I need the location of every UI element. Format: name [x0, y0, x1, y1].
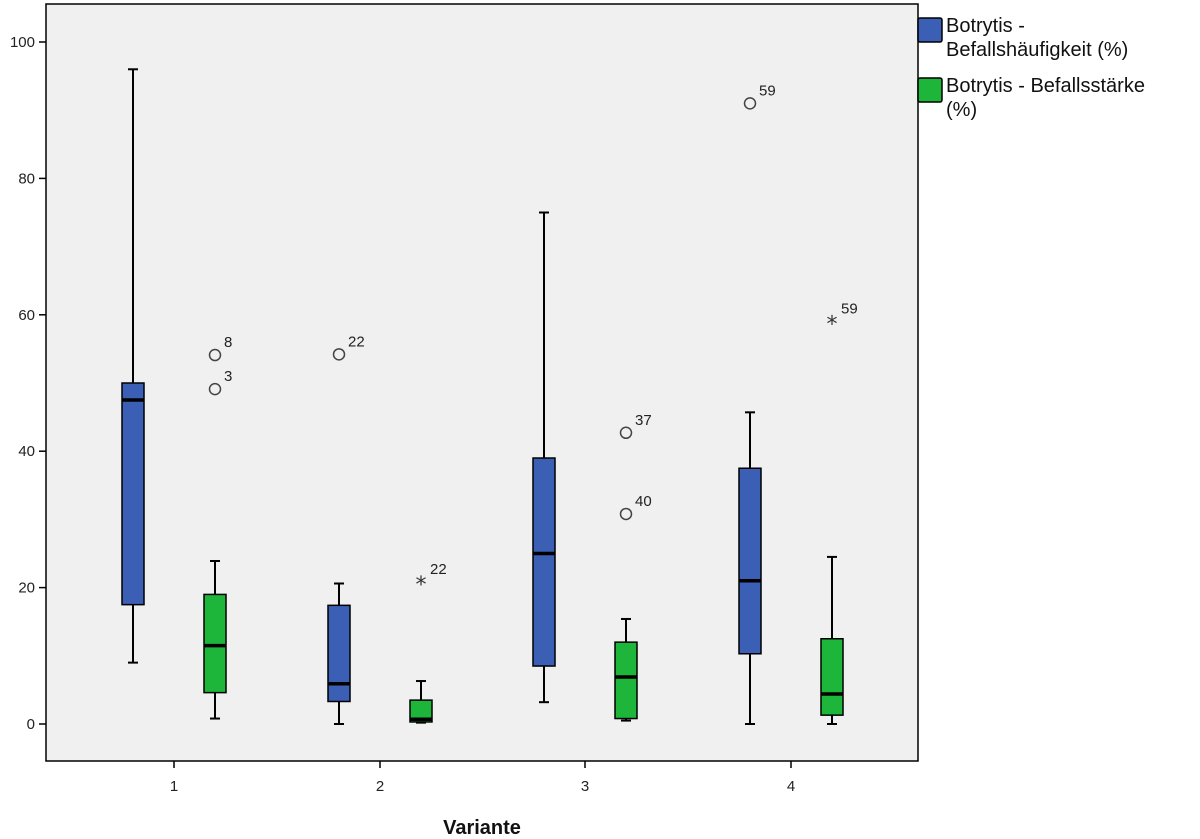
legend-swatch [917, 77, 943, 103]
outlier-circle [619, 426, 633, 440]
outlier-label: 40 [635, 493, 652, 510]
outlier-label: 22 [430, 561, 447, 578]
box-iqr [820, 638, 844, 716]
box-iqr [409, 699, 433, 723]
legend-label: Befallshäufigkeit (%) [946, 39, 1128, 61]
box-befallshaeufigkeit-2 [327, 582, 351, 725]
outlier-label: 59 [841, 301, 858, 318]
outlier-label: 3 [224, 368, 232, 385]
outlier-star: * [416, 573, 427, 598]
y-tick-label: 0 [27, 716, 35, 733]
outlier-label: 8 [224, 334, 232, 351]
outlier-label: 37 [635, 412, 652, 429]
outlier-label: 22 [348, 333, 365, 350]
box-iqr [121, 382, 145, 606]
x-tick-label: 1 [170, 778, 178, 795]
x-tick-label: 4 [787, 778, 795, 795]
x-axis-title: Variante [443, 817, 521, 839]
legend-label: Botrytis - [946, 15, 1025, 37]
outlier-circle [208, 382, 222, 396]
box-befallsstaerke-2 [409, 680, 433, 724]
legend-label: Botrytis - Befallsstärke [946, 75, 1145, 97]
box-befallshaeufigkeit-4 [738, 411, 762, 725]
outlier-circle [332, 348, 346, 361]
outlier-star: * [827, 313, 838, 338]
y-tick-label: 40 [18, 443, 35, 460]
y-tick-label: 80 [18, 170, 35, 187]
box-group [121, 68, 844, 725]
plot-area [45, 3, 919, 762]
x-tick-label: 3 [581, 778, 589, 795]
x-tick-label: 2 [376, 778, 384, 795]
box-iqr [532, 457, 556, 667]
y-tick-label: 60 [18, 307, 35, 324]
box-befallshaeufigkeit-3 [532, 211, 556, 704]
outlier-label: 59 [759, 82, 776, 99]
outlier-circle [743, 97, 757, 110]
y-axis: 0 20 40 60 80 100 [10, 34, 46, 733]
box-befallsstaerke-4 [820, 555, 844, 725]
box-iqr [327, 604, 351, 703]
y-tick-label: 20 [18, 580, 35, 597]
outlier-circle [208, 348, 222, 362]
legend-label: (%) [946, 99, 977, 121]
box-iqr [203, 593, 227, 694]
y-tick-label: 100 [10, 34, 35, 51]
x-axis: 1 2 3 4 [170, 761, 795, 795]
legend: Botrytis -Befallshäufigkeit (%) Botrytis … [917, 15, 1145, 121]
box-iqr [614, 641, 638, 720]
box-befallsstaerke-3 [614, 617, 638, 722]
legend-swatch [917, 17, 943, 43]
outlier-circle [619, 507, 633, 521]
box-befallsstaerke-1 [203, 560, 227, 720]
box-iqr [738, 467, 762, 655]
box-befallshaeufigkeit-1 [121, 68, 145, 664]
